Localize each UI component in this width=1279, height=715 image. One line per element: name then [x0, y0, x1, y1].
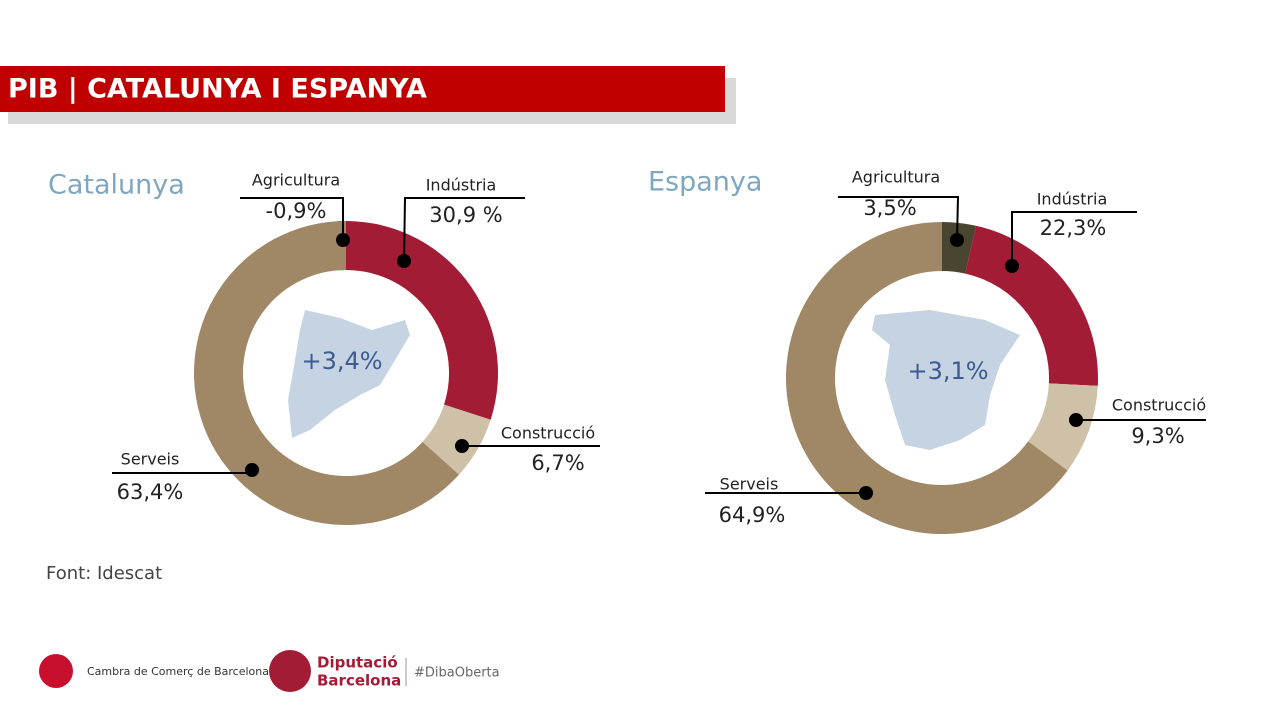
donut-segment — [422, 404, 491, 475]
hashtag: #DibaOberta — [414, 666, 500, 681]
leader-dot — [245, 463, 259, 477]
map-catalunya — [288, 310, 410, 438]
segment-value: -0,9% — [266, 199, 327, 223]
segment-name: Agricultura — [852, 168, 940, 187]
segment-value: 63,4% — [117, 480, 184, 504]
segment-value: 9,3% — [1131, 424, 1184, 448]
leader-dot — [336, 233, 350, 247]
chart-title: Espanya — [648, 167, 762, 198]
segment-value: 22,3% — [1040, 216, 1107, 240]
segment-name: Indústria — [426, 176, 497, 195]
header-bar — [0, 66, 725, 112]
leader-dot — [397, 254, 411, 268]
leader-dot — [1069, 413, 1083, 427]
leader-dot — [455, 439, 469, 453]
cambra-text: Cambra de Comerç de Barcelona — [87, 665, 269, 678]
chart-title: Catalunya — [48, 170, 185, 201]
donut-segment — [1028, 383, 1098, 471]
leader-line — [240, 197, 344, 240]
diba-text: Barcelona — [317, 672, 401, 690]
donut-segment — [942, 222, 977, 274]
leader-dot — [950, 233, 964, 247]
donut-segment — [337, 221, 498, 420]
donut-segment — [785, 222, 1068, 534]
segment-name: Agricultura — [252, 171, 340, 190]
center-label: +3,4% — [301, 347, 382, 375]
header-title: PIB | CATALUNYA I ESPANYA — [8, 74, 427, 105]
segment-name: Construcció — [501, 424, 595, 443]
segment-value: 3,5% — [863, 196, 916, 220]
segment-name: Construcció — [1112, 396, 1206, 415]
segment-value: 64,9% — [719, 503, 786, 527]
segment-value: 30,9 % — [429, 203, 502, 227]
segment-name: Serveis — [121, 450, 180, 469]
segment-name: Indústria — [1037, 190, 1108, 209]
leader-line — [403, 197, 525, 262]
segment-name: Serveis — [720, 475, 779, 494]
leader-dot — [859, 486, 873, 500]
segment-value: 6,7% — [531, 451, 584, 475]
map-espanya — [872, 310, 1020, 450]
leader-line — [838, 196, 960, 241]
donut-segment — [965, 225, 1098, 386]
diba-text: Diputació — [317, 654, 398, 672]
diba-logo — [269, 650, 311, 692]
donut-segment — [194, 221, 459, 525]
source: Font: Idescat — [46, 563, 162, 584]
cambra-logo — [39, 654, 73, 688]
leader-line — [1011, 211, 1137, 266]
center-label: +3,1% — [907, 357, 988, 385]
leader-dot — [1005, 259, 1019, 273]
